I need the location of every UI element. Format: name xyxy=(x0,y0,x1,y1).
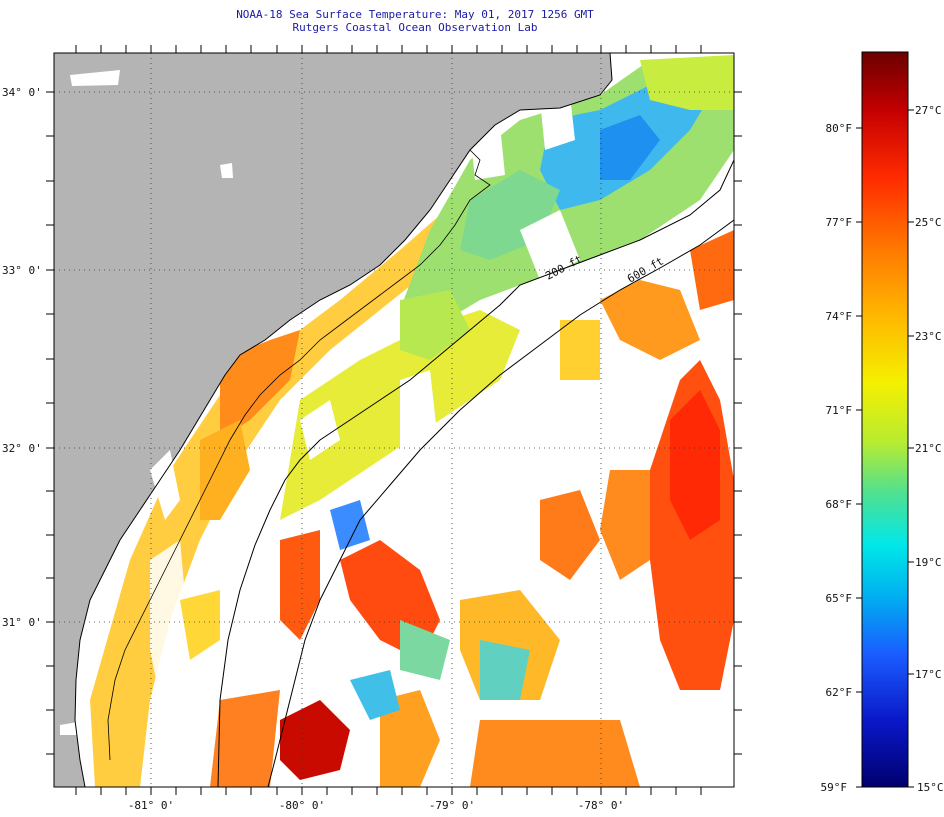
lon-label-81: -81° 0' xyxy=(128,799,174,812)
lon-label-80: -80° 0' xyxy=(279,799,325,812)
colorbar-ticks xyxy=(856,109,914,788)
map-frame xyxy=(53,52,735,788)
map-title: NOAA-18 Sea Surface Temperature: May 01,… xyxy=(236,8,594,21)
graticule xyxy=(54,53,734,787)
lat-label-31: 31° 0' xyxy=(2,616,42,629)
cb-c-17: 17°C xyxy=(915,668,942,681)
lat-label-33: 33° 0' xyxy=(2,264,42,277)
lat-label-32: 32° 0' xyxy=(2,442,42,455)
cb-f-68: 68°F xyxy=(826,498,853,511)
cb-f-77: 77°F xyxy=(826,216,853,229)
cb-c-19: 19°C xyxy=(915,556,942,569)
cb-f-80: 80°F xyxy=(826,122,853,135)
colorbar-fahrenheit-labels: 80°F 77°F 74°F 71°F 68°F 65°F 62°F 59°F xyxy=(821,122,853,794)
cb-f-62: 62°F xyxy=(826,686,853,699)
sst-field xyxy=(90,55,734,787)
cb-f-59: 59°F xyxy=(821,781,848,794)
lon-label-79: -79° 0' xyxy=(429,799,475,812)
isobath-200ft xyxy=(217,159,734,787)
lat-label-34: 34° 0' xyxy=(2,86,42,99)
cb-c-15: 15°C xyxy=(917,781,944,794)
cb-f-71: 71°F xyxy=(826,404,853,417)
cb-c-27: 27°C xyxy=(915,104,942,117)
colorbar xyxy=(861,51,909,788)
coastline xyxy=(74,53,613,787)
isobath-600ft xyxy=(267,219,734,787)
land-mass xyxy=(54,53,612,787)
map-subtitle: Rutgers Coastal Ocean Observation Lab xyxy=(292,21,538,34)
cb-f-65: 65°F xyxy=(826,592,853,605)
cb-f-74: 74°F xyxy=(826,310,853,323)
axis-ticks xyxy=(46,45,742,795)
colorbar-celsius-labels: 27°C 25°C 23°C 21°C 19°C 17°C 15°C xyxy=(915,104,944,794)
cb-c-21: 21°C xyxy=(915,442,942,455)
cb-c-25: 25°C xyxy=(915,216,942,229)
cb-c-23: 23°C xyxy=(915,330,942,343)
lon-label-78: -78° 0' xyxy=(578,799,624,812)
map-area: 200 ft 600 ft xyxy=(54,53,734,787)
